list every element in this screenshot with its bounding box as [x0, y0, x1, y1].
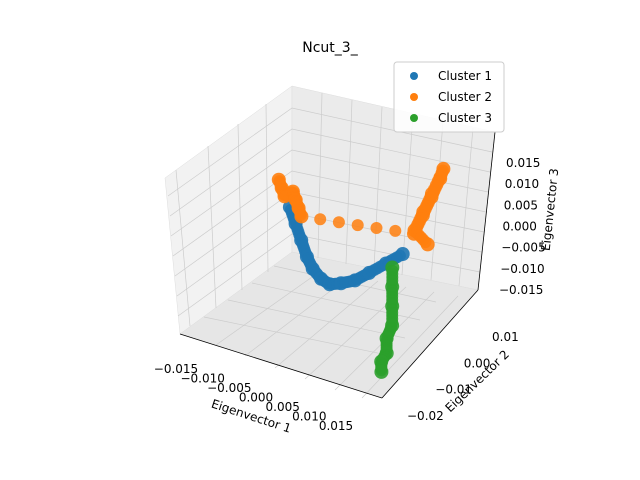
x-tick-label: 0.010 — [292, 410, 326, 424]
data-point — [395, 247, 410, 261]
data-point-interp — [332, 216, 345, 229]
x-axis-line — [179, 333, 383, 399]
data-point — [374, 364, 389, 379]
data-point — [294, 209, 309, 224]
scatter-points — [271, 161, 451, 379]
series-3 — [374, 260, 400, 379]
legend: Cluster 1 Cluster 2 Cluster 3 — [393, 61, 505, 133]
y-tick-label: −0.02 — [407, 409, 444, 423]
z-tick-label: −0.005 — [501, 241, 545, 255]
data-point — [420, 237, 435, 252]
x-tick-label: 0.015 — [319, 419, 353, 433]
z-tick-label: −0.010 — [500, 262, 544, 276]
z-tick-label: 0.010 — [505, 177, 539, 191]
series-2 — [271, 161, 451, 252]
y-tick-label: −0.01 — [435, 383, 472, 397]
y-axis-line — [381, 289, 479, 399]
y-tick-label: 0.00 — [464, 356, 491, 370]
data-point-interp — [314, 213, 327, 226]
z-tick-labels: −0.015 −0.010 −0.005 0.000 0.005 0.010 0.015 — [499, 156, 546, 297]
legend-label: Cluster 3 — [438, 111, 492, 125]
legend-label: Cluster 1 — [438, 69, 492, 83]
y-tick-labels: −0.02 −0.01 0.000.01 — [407, 330, 519, 423]
legend-label: Cluster 2 — [438, 90, 492, 104]
x-tick-label: −0.015 — [154, 362, 198, 376]
z-tick-label: 0.015 — [506, 156, 540, 170]
chart-title: Ncut_3_ — [302, 40, 358, 56]
z-axis-line — [477, 131, 496, 291]
y-tick-label: 0.01 — [492, 330, 519, 344]
axis-lines — [179, 131, 496, 399]
data-point-interp — [389, 224, 402, 237]
legend-box — [393, 61, 505, 133]
z-tick-label: −0.015 — [499, 283, 543, 297]
legend-marker — [410, 114, 418, 122]
z-tick-label: 0.005 — [504, 198, 538, 212]
legend-marker — [410, 93, 418, 101]
x-tick-label: 0.005 — [266, 400, 300, 414]
z-tick-label: 0.000 — [503, 220, 537, 234]
x-tick-label: 0.000 — [239, 391, 273, 405]
z-axis-label: Eigenvector 3 — [539, 168, 562, 252]
x-tick-label: −0.010 — [180, 372, 224, 386]
data-point-interp — [351, 219, 364, 232]
legend-marker — [410, 72, 418, 80]
x-tick-label: −0.005 — [207, 381, 251, 395]
data-point-interp — [370, 222, 383, 234]
